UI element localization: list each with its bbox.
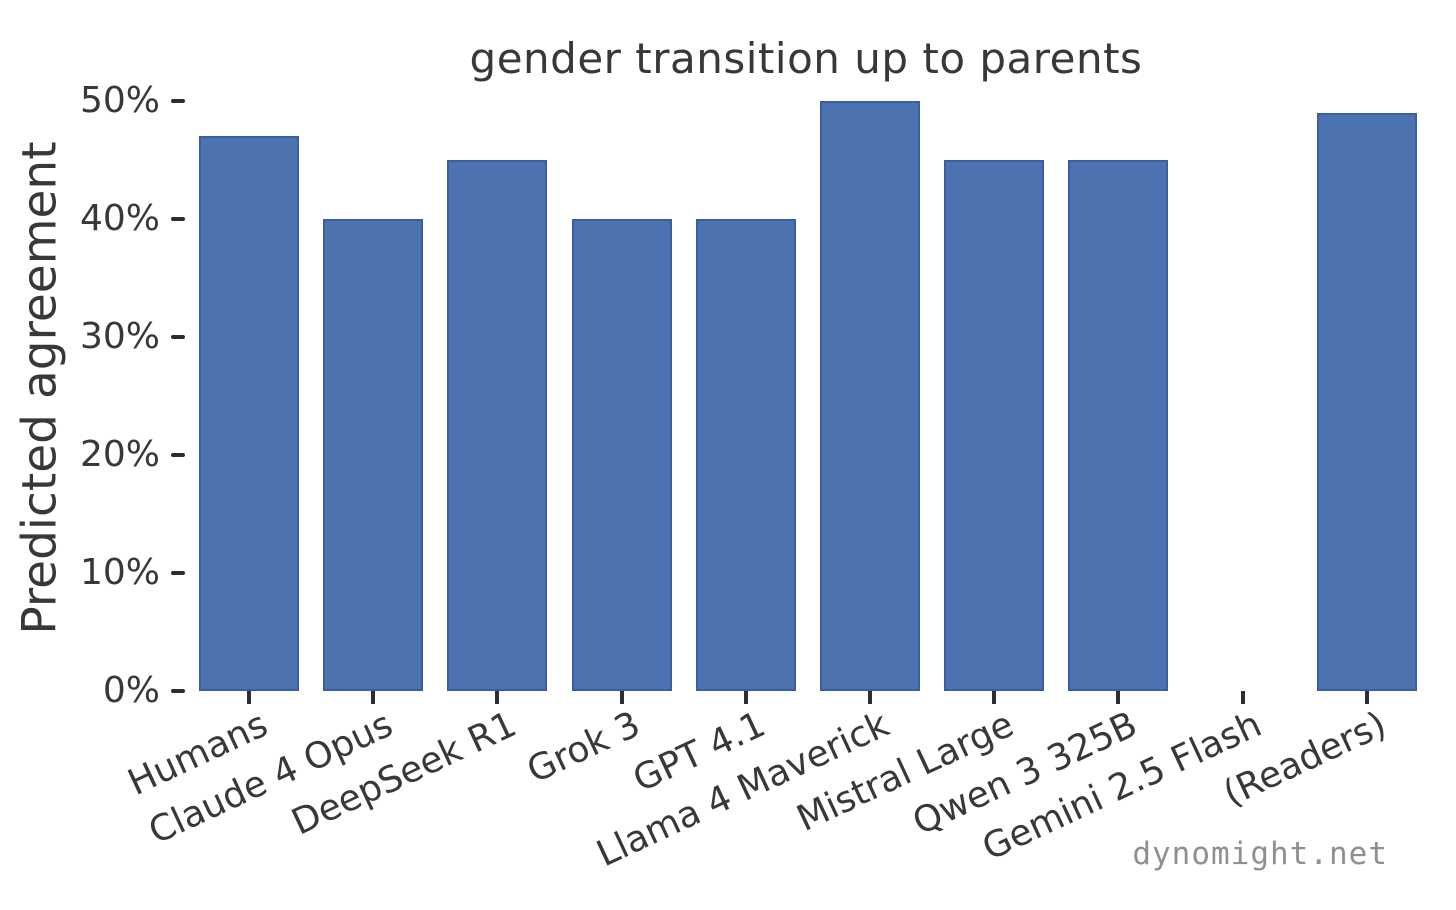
chart-title: gender transition up to parents [469, 34, 1143, 83]
bar-qwen-3-325b [1068, 160, 1169, 691]
x-tick-mark-deepseek-r1 [495, 691, 500, 704]
x-tick-mark-llama-4-maverick [868, 691, 872, 704]
y-tick-label-30: 30% [79, 316, 160, 357]
bar-gpt-4-1 [695, 219, 796, 691]
x-tick-label-grok-3: Grok 3 [521, 704, 647, 792]
y-tick-label-40: 40% [79, 198, 160, 239]
bar-humans [199, 136, 299, 691]
x-tick-mark-humans [247, 691, 251, 704]
plot-area [187, 101, 1431, 704]
x-tick-mark-gpt-4-1 [743, 691, 748, 704]
bar-readers [1316, 112, 1417, 691]
bar-llama-4-maverick [820, 101, 920, 691]
y-tick-label-10: 10% [79, 552, 160, 593]
y-tick-label-50: 50% [79, 80, 160, 121]
bar-claude-4-opus [323, 219, 424, 691]
y-tick-mark-0 [171, 689, 185, 693]
x-tick-mark-qwen-3-325b [1116, 691, 1121, 704]
y-tick-mark-10 [171, 571, 185, 575]
watermark: dynomight.net [1132, 836, 1388, 872]
y-tick-label-20: 20% [79, 434, 160, 475]
y-tick-label-0: 0% [102, 670, 160, 711]
x-tick-mark-mistral-large [992, 691, 997, 704]
x-tick-mark-grok-3 [619, 691, 624, 704]
y-tick-mark-20 [171, 453, 185, 457]
bar-mistral-large [944, 160, 1045, 691]
bar-deepseek-r1 [447, 160, 548, 691]
x-tick-mark-readers [1364, 691, 1369, 704]
y-tick-mark-50 [171, 99, 185, 103]
bar-grok-3 [571, 219, 672, 691]
y-tick-mark-40 [171, 217, 185, 221]
y-tick-mark-30 [171, 335, 185, 339]
x-tick-mark-gemini-2-5-flash [1240, 691, 1245, 704]
x-tick-mark-claude-4-opus [371, 691, 376, 704]
